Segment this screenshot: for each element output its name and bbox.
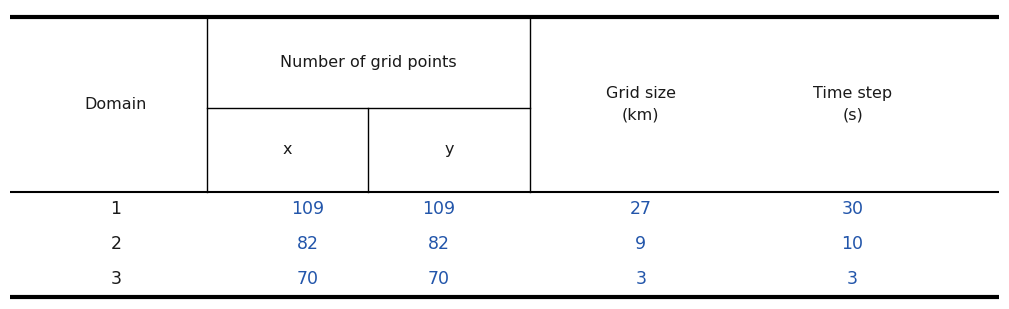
Text: Number of grid points: Number of grid points <box>279 55 457 70</box>
Text: 70: 70 <box>297 270 319 288</box>
Text: 82: 82 <box>297 235 319 253</box>
Text: 9: 9 <box>635 235 647 253</box>
Text: 70: 70 <box>428 270 450 288</box>
Text: Domain: Domain <box>85 97 147 112</box>
Text: x: x <box>283 142 293 157</box>
Text: 27: 27 <box>630 200 652 218</box>
Text: 3: 3 <box>636 270 646 288</box>
Text: 109: 109 <box>292 200 324 218</box>
Text: Time step
(s): Time step (s) <box>813 86 892 123</box>
Text: 2: 2 <box>111 235 121 253</box>
Text: Grid size
(km): Grid size (km) <box>605 86 676 123</box>
Text: 30: 30 <box>842 200 864 218</box>
Text: 3: 3 <box>848 270 858 288</box>
Text: 3: 3 <box>111 270 121 288</box>
Text: y: y <box>444 142 454 157</box>
Text: 82: 82 <box>428 235 450 253</box>
Text: 10: 10 <box>842 235 864 253</box>
Text: 109: 109 <box>423 200 455 218</box>
Text: 1: 1 <box>111 200 121 218</box>
